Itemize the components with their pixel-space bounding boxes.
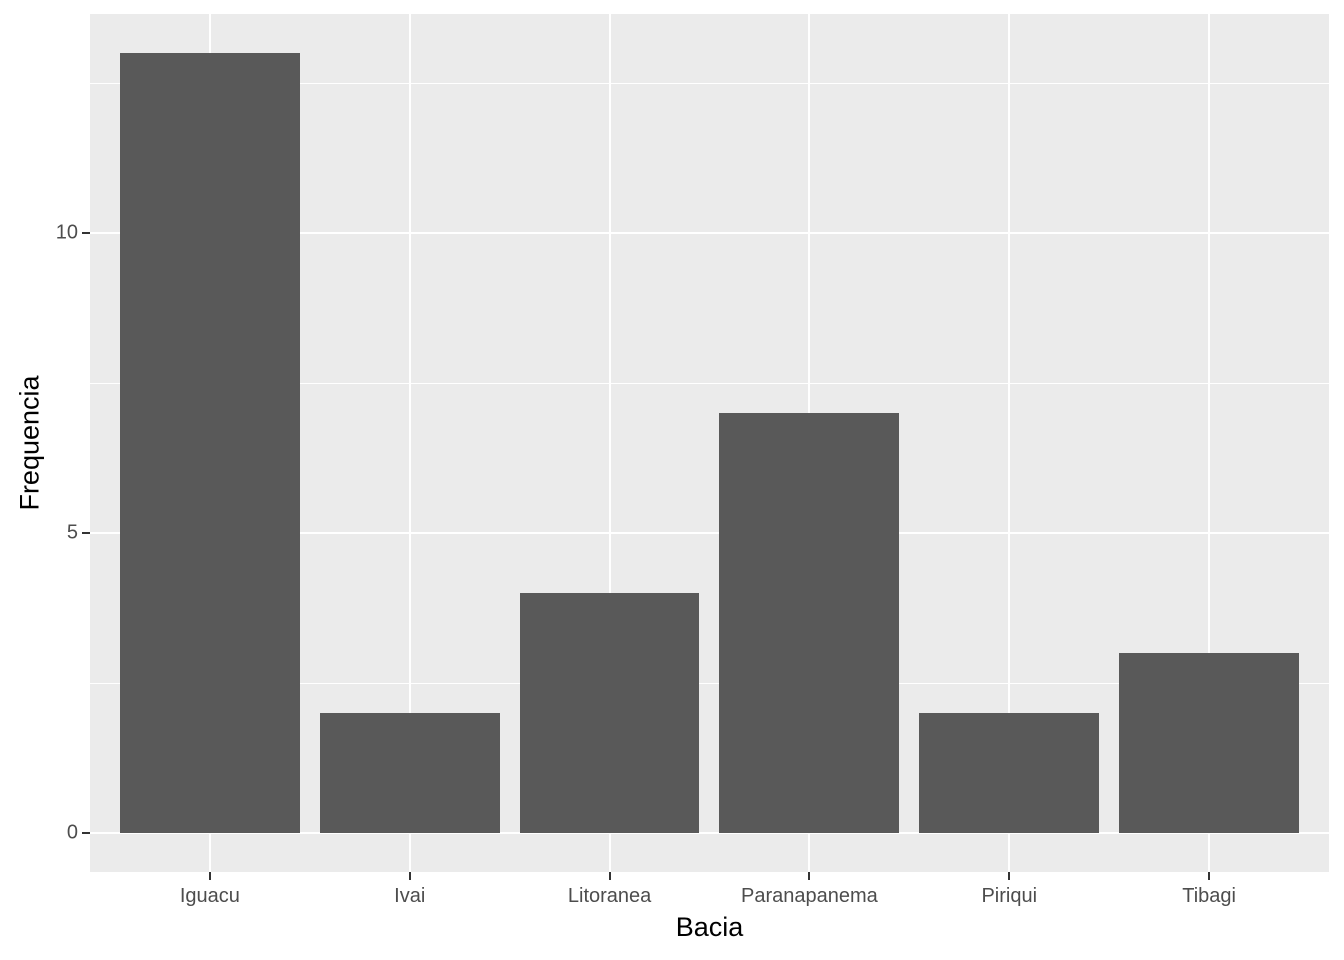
gridline-major-vertical (608, 14, 611, 872)
bar-paranapanema (719, 413, 900, 833)
gridline-major-vertical (408, 14, 411, 872)
x-tick-label: Litoranea (567, 885, 652, 907)
gridline-minor-horizontal (90, 382, 1329, 384)
y-tick-label: 10 (55, 221, 78, 244)
x-tick-label: Ivai (394, 885, 426, 907)
gridline-major-horizontal (90, 832, 1329, 834)
x-tick-mark (1208, 872, 1211, 880)
x-tick-mark (408, 872, 411, 880)
x-tick-label: Tibagi (1182, 885, 1236, 907)
x-tick-mark (208, 872, 211, 880)
x-tick-mark (608, 872, 611, 880)
x-tick-label: Piriqui (981, 885, 1038, 907)
bar-ivai (319, 713, 500, 833)
x-tick-mark (808, 872, 811, 880)
y-tick-mark (82, 832, 90, 834)
x-tick-label: Paranapanema (741, 885, 878, 907)
gridline-major-vertical (1208, 14, 1211, 872)
gridline-major-vertical (1008, 14, 1011, 872)
y-axis-title: Frequencia (14, 375, 45, 511)
y-tick-mark (82, 532, 90, 534)
x-axis-title: Bacia (675, 912, 744, 942)
bar-piriqui (919, 713, 1100, 833)
y-tick-label: 5 (66, 521, 78, 544)
x-tick-mark (1008, 872, 1011, 880)
bar-litoranea (519, 593, 700, 833)
gridline-minor-horizontal (90, 682, 1329, 684)
gridline-major-horizontal (90, 532, 1329, 534)
bar-tibagi (1119, 653, 1299, 833)
x-tick-label: Iguacu (179, 885, 240, 907)
bar-iguacu (119, 53, 300, 833)
plot-panel (90, 14, 1329, 872)
gridline-minor-horizontal (90, 82, 1329, 84)
gridline-major-horizontal (90, 232, 1329, 234)
y-tick-mark (82, 232, 90, 234)
y-tick-label: 0 (66, 821, 78, 844)
